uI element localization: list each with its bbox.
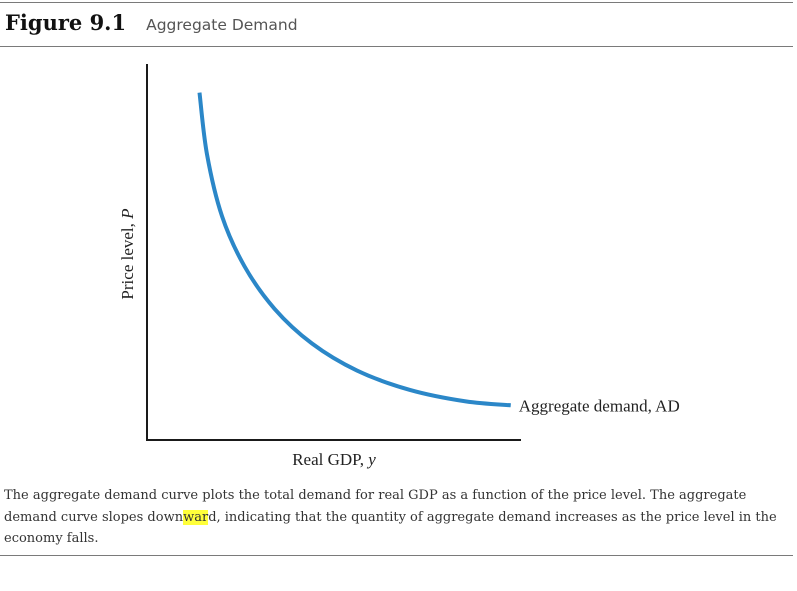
figure-title: Aggregate Demand [146,16,298,34]
header-rule [0,46,793,47]
x-axis-label: Real GDP, y [292,450,376,469]
caption-text-start: The aggregate demand curve plots the tot… [4,488,747,525]
y-axis-label: Price level, P [118,208,137,299]
bottom-rule [0,555,793,556]
caption-text-end: d, indicating that the quantity of aggre… [4,509,777,547]
x-axis-label-var: y [366,450,376,469]
y-axis-label-var: P [118,208,137,219]
y-axis-label-text: Price level, [118,219,137,300]
figure-header: Figure 9.1 Aggregate Demand [5,10,785,40]
top-rule [0,2,793,3]
x-axis-label-text: Real GDP, [292,450,368,469]
caption-highlight: war [183,509,209,525]
figure-caption: The aggregate demand curve plots the tot… [4,485,792,550]
aggregate-demand-label: Aggregate demand, AD [519,396,680,415]
chart-area: Aggregate demand, AD Real GDP, y Price l… [0,50,797,480]
aggregate-demand-chart: Aggregate demand, AD Real GDP, y Price l… [118,64,680,469]
figure-label: Figure 9.1 [5,10,127,35]
aggregate-demand-curve [197,92,511,408]
